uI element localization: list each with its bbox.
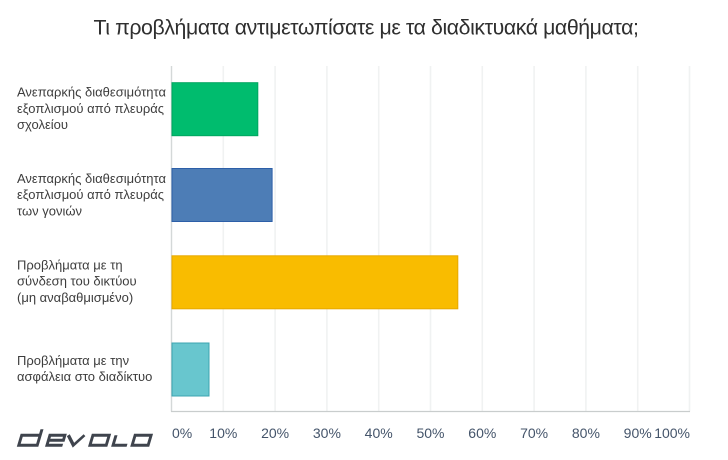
svg-text:90%: 90% bbox=[624, 425, 652, 441]
svg-text:σχολείου: σχολείου bbox=[17, 117, 68, 132]
svg-text:(μη αναβαθμισμένο): (μη αναβαθμισμένο) bbox=[17, 290, 133, 305]
svg-text:εξοπλισμού από πλευράς: εξοπλισμού από πλευράς bbox=[17, 187, 164, 202]
svg-text:20%: 20% bbox=[261, 425, 289, 441]
svg-text:60%: 60% bbox=[468, 425, 496, 441]
svg-text:40%: 40% bbox=[365, 425, 393, 441]
svg-text:εξοπλισμού από πλευράς: εξοπλισμού από πλευράς bbox=[17, 101, 164, 116]
svg-text:Ανεπαρκής διαθεσιμότητα: Ανεπαρκής διαθεσιμότητα bbox=[17, 85, 166, 100]
svg-text:10%: 10% bbox=[209, 425, 237, 441]
svg-text:σύνδεση του δικτύου: σύνδεση του δικτύου bbox=[17, 274, 137, 289]
svg-text:100%: 100% bbox=[654, 425, 690, 441]
svg-text:Τι προβλήματα αντιμετωπίσατε μ: Τι προβλήματα αντιμετωπίσατε με τα διαδι… bbox=[93, 16, 638, 40]
svg-text:Προβλήματα με την: Προβλήματα με την bbox=[17, 353, 129, 368]
svg-text:Προβλήματα με τη: Προβλήματα με τη bbox=[17, 257, 123, 272]
svg-text:των γονιών: των γονιών bbox=[17, 203, 82, 218]
svg-text:70%: 70% bbox=[520, 425, 548, 441]
svg-text:0%: 0% bbox=[172, 425, 192, 441]
svg-text:50%: 50% bbox=[416, 425, 444, 441]
svg-text:80%: 80% bbox=[572, 425, 600, 441]
svg-text:Ανεπαρκής διαθεσιμότητα: Ανεπαρκής διαθεσιμότητα bbox=[17, 171, 166, 186]
svg-text:ασφάλεια στο διαδίκτυο: ασφάλεια στο διαδίκτυο bbox=[17, 369, 152, 384]
svg-text:30%: 30% bbox=[313, 425, 341, 441]
